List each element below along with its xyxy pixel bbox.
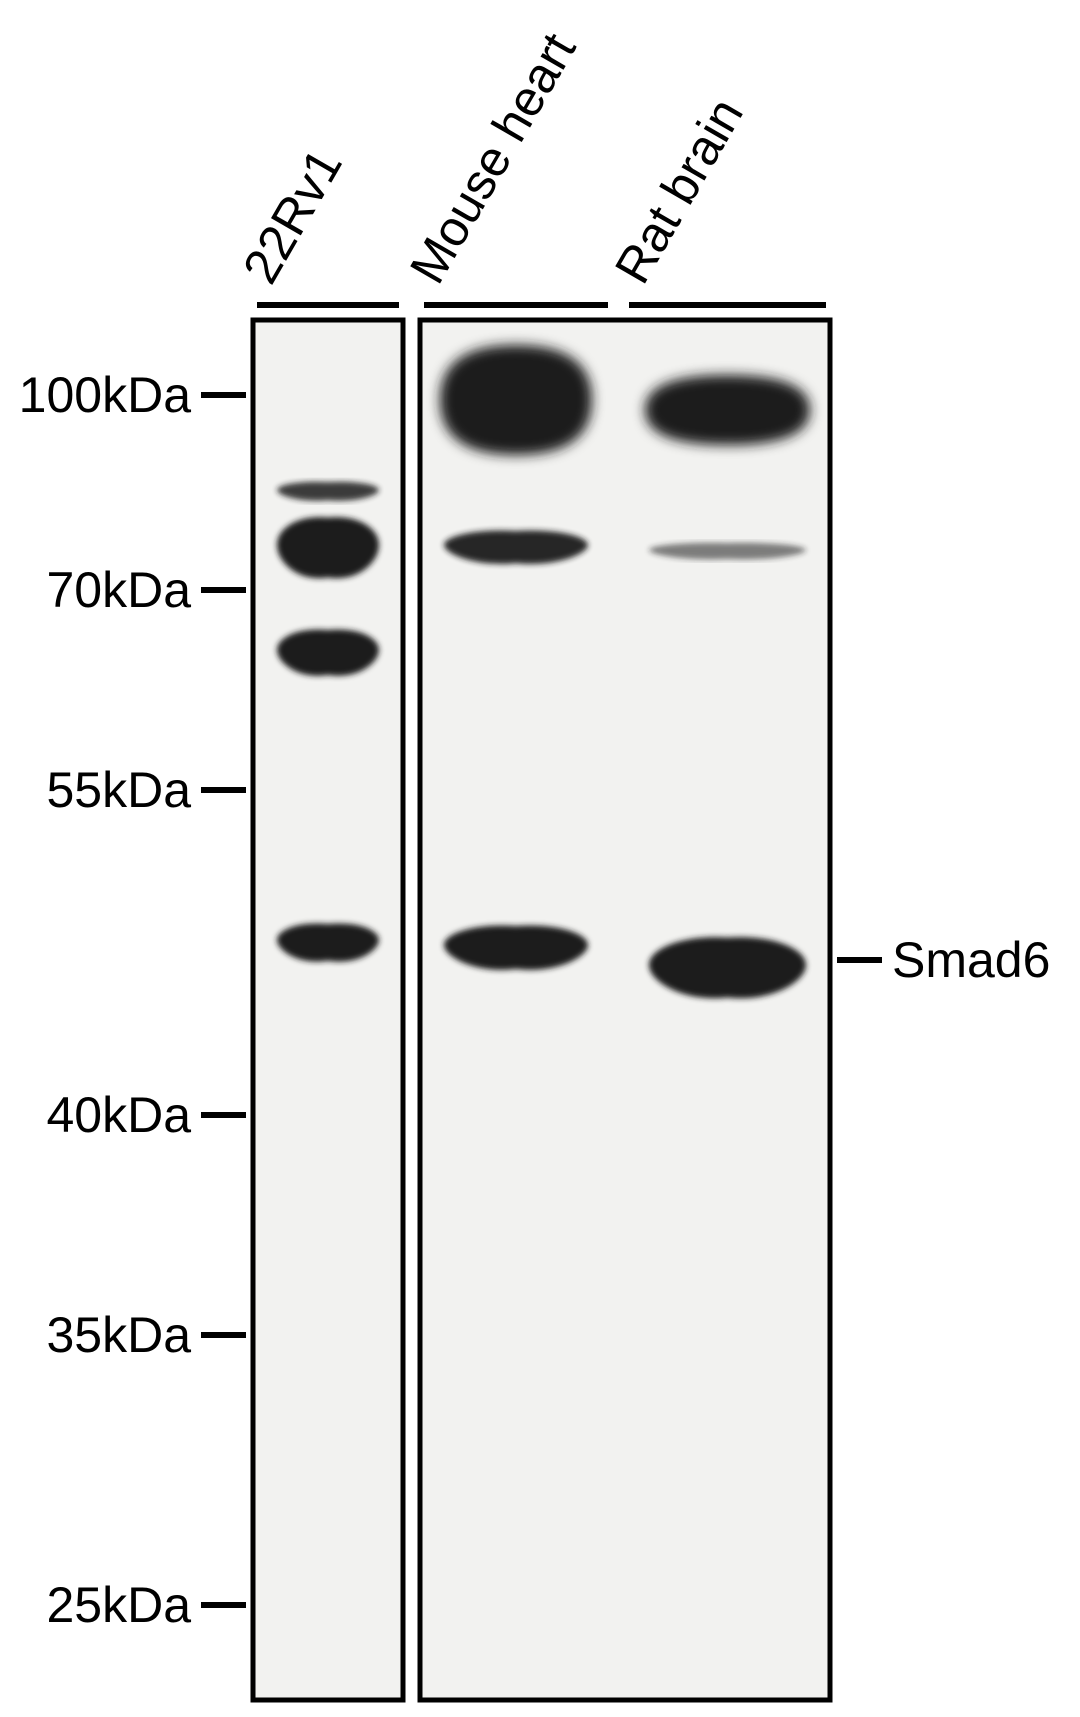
protein-band [444, 531, 588, 564]
lane-label: Mouse heart [399, 24, 587, 293]
mw-marker-label: 35kDa [46, 1307, 191, 1363]
lane-label: Rat brain [604, 89, 754, 293]
protein-band [277, 517, 379, 578]
protein-band [440, 345, 592, 455]
blot-panel [420, 320, 830, 1700]
protein-band [645, 375, 810, 445]
protein-band [277, 630, 379, 676]
protein-band [649, 543, 806, 560]
mw-marker-label: 40kDa [46, 1087, 191, 1143]
protein-band [277, 923, 379, 961]
target-protein-label: Smad6 [892, 932, 1050, 988]
protein-band [649, 937, 806, 998]
mw-marker-label: 55kDa [46, 762, 191, 818]
protein-band [277, 482, 379, 501]
lane-label: 22Rv1 [232, 139, 353, 292]
mw-marker-label: 25kDa [46, 1577, 191, 1633]
mw-marker-label: 100kDa [19, 367, 192, 423]
protein-band [444, 925, 588, 969]
western-blot-figure: 22Rv1 Mouse heartRat brain 100kDa 70kDa 55k… [0, 0, 1080, 1717]
mw-marker-label: 70kDa [46, 562, 191, 618]
